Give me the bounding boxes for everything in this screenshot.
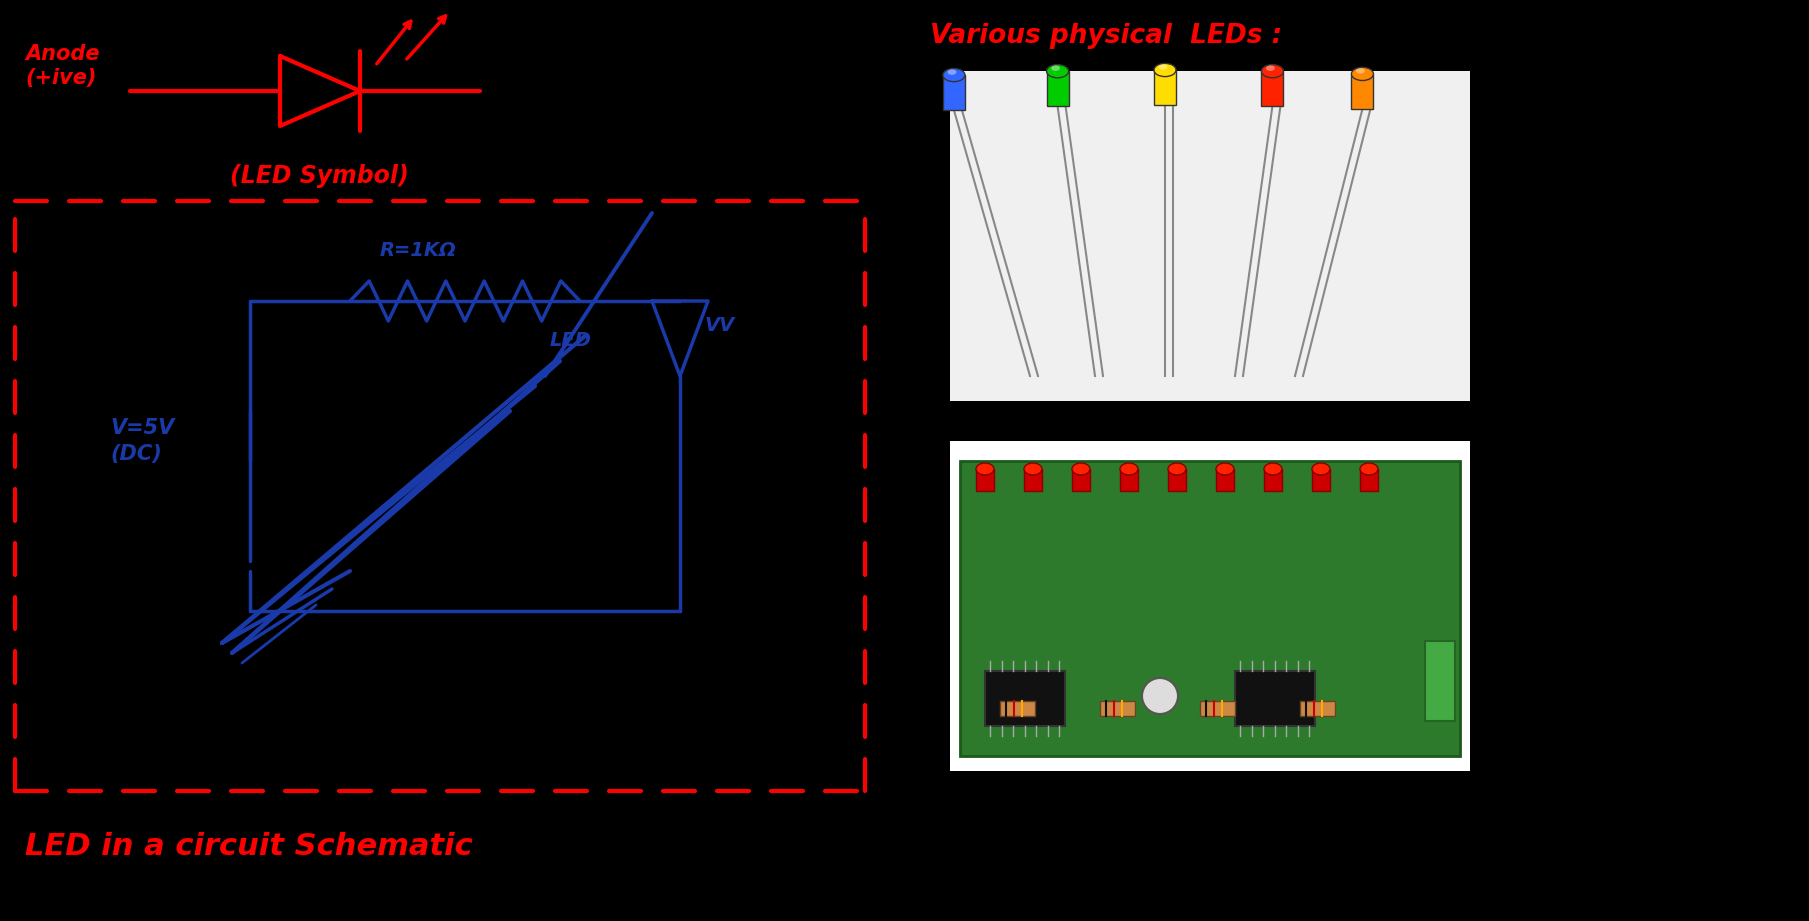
Ellipse shape bbox=[1351, 67, 1373, 80]
Ellipse shape bbox=[942, 68, 964, 82]
Ellipse shape bbox=[1266, 65, 1275, 71]
Ellipse shape bbox=[1073, 463, 1091, 475]
Bar bbox=[1425, 641, 1454, 721]
Ellipse shape bbox=[1047, 64, 1069, 77]
Bar bbox=[984, 671, 1066, 726]
Bar bbox=[1120, 469, 1138, 491]
Bar bbox=[1261, 71, 1283, 106]
Bar bbox=[1154, 70, 1176, 105]
Bar bbox=[1169, 469, 1187, 491]
Ellipse shape bbox=[1264, 463, 1283, 475]
Text: Various physical  LEDs :: Various physical LEDs : bbox=[930, 23, 1283, 49]
Text: LED: LED bbox=[550, 331, 592, 350]
Bar bbox=[1100, 701, 1134, 716]
Bar bbox=[1024, 469, 1042, 491]
Bar bbox=[961, 461, 1460, 756]
Bar bbox=[1360, 469, 1378, 491]
Bar bbox=[1199, 701, 1236, 716]
Ellipse shape bbox=[977, 463, 993, 475]
Bar bbox=[1216, 469, 1234, 491]
Ellipse shape bbox=[948, 69, 957, 75]
Ellipse shape bbox=[1051, 65, 1060, 71]
Bar bbox=[1000, 701, 1035, 716]
Ellipse shape bbox=[1216, 463, 1234, 475]
Text: Anode
(+ive): Anode (+ive) bbox=[25, 43, 99, 88]
Ellipse shape bbox=[1357, 68, 1364, 74]
Bar bbox=[942, 75, 964, 110]
Ellipse shape bbox=[1120, 463, 1138, 475]
Text: (LED Symbol): (LED Symbol) bbox=[230, 164, 409, 188]
Ellipse shape bbox=[1158, 64, 1167, 70]
Bar bbox=[1047, 71, 1069, 106]
Bar bbox=[1301, 701, 1335, 716]
Bar bbox=[1312, 469, 1330, 491]
Bar bbox=[1073, 469, 1091, 491]
Text: V=5V
(DC): V=5V (DC) bbox=[110, 418, 174, 464]
Text: VV: VV bbox=[706, 316, 734, 335]
Ellipse shape bbox=[1169, 463, 1187, 475]
Ellipse shape bbox=[1360, 463, 1378, 475]
Text: LED in a circuit Schematic: LED in a circuit Schematic bbox=[25, 832, 472, 860]
Bar bbox=[950, 71, 1471, 401]
Text: R=1KΩ: R=1KΩ bbox=[380, 241, 456, 260]
Ellipse shape bbox=[1154, 64, 1176, 76]
Ellipse shape bbox=[1312, 463, 1330, 475]
Ellipse shape bbox=[1024, 463, 1042, 475]
Bar bbox=[1264, 469, 1283, 491]
Bar bbox=[1236, 671, 1315, 726]
Ellipse shape bbox=[1261, 64, 1283, 77]
Circle shape bbox=[1141, 678, 1178, 714]
Bar bbox=[977, 469, 993, 491]
Bar bbox=[1351, 74, 1373, 109]
Bar bbox=[950, 441, 1471, 771]
